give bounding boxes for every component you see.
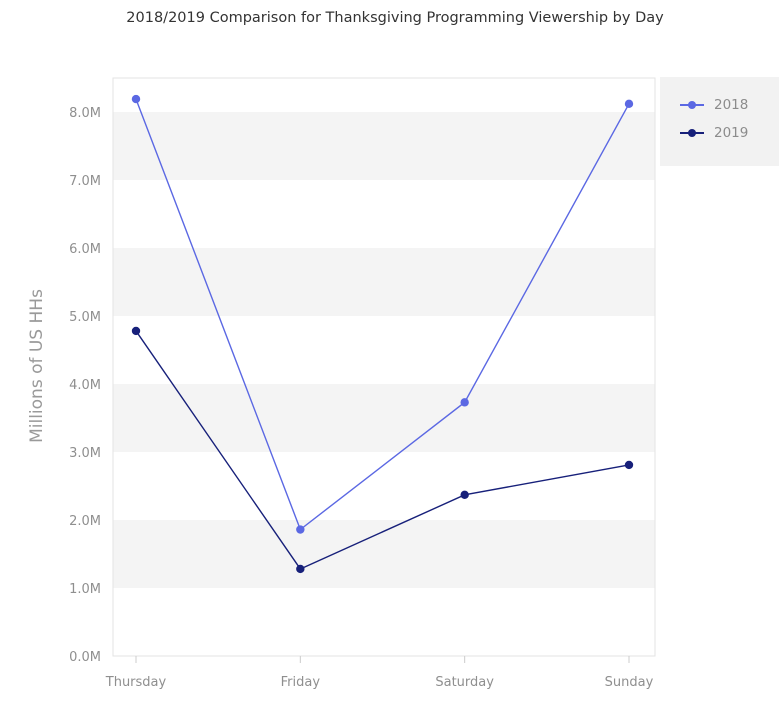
- legend-label-2018: 2018: [714, 97, 749, 113]
- x-tick-label: Friday: [281, 675, 321, 690]
- x-tick-label: Thursday: [105, 675, 167, 690]
- y-tick-label: 3.0M: [69, 446, 101, 461]
- legend-item-2018[interactable]: 2018: [680, 95, 748, 115]
- legend-item-2019[interactable]: 2019: [680, 123, 748, 143]
- y-tick-label: 6.0M: [69, 242, 101, 257]
- grid-band: [113, 112, 655, 180]
- data-point-2019: [460, 490, 469, 500]
- y-tick-label: 2.0M: [69, 514, 101, 529]
- series-group: [131, 94, 634, 574]
- data-point-2018: [624, 99, 634, 109]
- y-tick-label: 4.0M: [69, 378, 101, 393]
- chart-title: 2018/2019 Comparison for Thanksgiving Pr…: [126, 10, 664, 26]
- y-axis-label: Millions of US HHs: [27, 289, 47, 443]
- y-tick-label: 8.0M: [69, 106, 101, 121]
- plot-frame: [112, 77, 656, 657]
- x-axis-ticks: [135, 656, 630, 663]
- y-axis-tick-labels: 0.0M 1.0M 2.0M 3.0M 4.0M 5.0M 6.0M 7.0M 8.0M: [69, 106, 101, 665]
- grid-band: [113, 384, 655, 452]
- series-line-2018: [135, 98, 630, 531]
- legend-swatch-2018: [680, 95, 704, 115]
- x-tick-label: Sunday: [605, 675, 654, 690]
- legend: 2018 2019: [660, 77, 779, 166]
- x-axis-tick-labels: Thursday Friday Saturday Sunday: [105, 675, 654, 690]
- data-point-2018: [131, 94, 141, 104]
- data-point-2019: [624, 460, 634, 470]
- legend-label-2019: 2019: [714, 125, 749, 141]
- grid-band: [113, 520, 655, 588]
- x-tick-label: Saturday: [435, 675, 494, 690]
- data-point-2018: [460, 398, 469, 407]
- grid-bands: [113, 78, 655, 656]
- y-tick-label: 0.0M: [69, 650, 101, 665]
- y-tick-label: 1.0M: [69, 582, 101, 597]
- legend-swatch-2019: [680, 123, 704, 143]
- series-line-2019: [135, 330, 630, 570]
- grid-band: [113, 248, 655, 316]
- data-point-2019: [131, 326, 141, 336]
- y-tick-label: 7.0M: [69, 174, 101, 189]
- data-point-2018: [296, 525, 305, 534]
- y-tick-label: 5.0M: [69, 310, 101, 325]
- data-point-2019: [296, 564, 305, 574]
